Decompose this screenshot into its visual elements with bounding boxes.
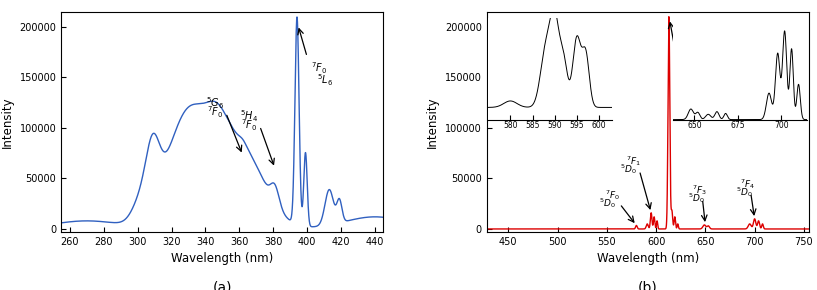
Text: $^7$F$_3$: $^7$F$_3$ [692, 183, 707, 197]
Text: $^5$D$_0$: $^5$D$_0$ [600, 196, 616, 210]
Text: $^5$D$_0$: $^5$D$_0$ [736, 185, 753, 199]
Y-axis label: Intensity: Intensity [426, 96, 440, 148]
Text: $^7$F$_1$: $^7$F$_1$ [626, 154, 641, 168]
X-axis label: Wavelength (nm): Wavelength (nm) [596, 252, 699, 265]
Text: $^7$F$_4$: $^7$F$_4$ [740, 177, 756, 191]
Text: (b): (b) [638, 280, 658, 290]
X-axis label: Wavelength (nm): Wavelength (nm) [172, 252, 274, 265]
Text: $^5$D$_0$: $^5$D$_0$ [620, 162, 637, 176]
Text: $^5$D$_0$: $^5$D$_0$ [688, 191, 705, 205]
Text: $^5$D$_0$: $^5$D$_0$ [676, 71, 694, 85]
Text: $^7$F$_0$: $^7$F$_0$ [208, 104, 224, 120]
Y-axis label: Intensity: Intensity [1, 96, 14, 148]
Text: $^7$F$_2$: $^7$F$_2$ [679, 62, 694, 76]
Text: $^5$G$_6$: $^5$G$_6$ [207, 95, 225, 111]
Text: $^7$F$_0$: $^7$F$_0$ [241, 117, 257, 133]
Text: $^7$F$_0$: $^7$F$_0$ [310, 60, 327, 76]
Text: $^7$F$_0$: $^7$F$_0$ [605, 188, 620, 202]
Text: (a): (a) [212, 280, 232, 290]
Text: $^5$H$_4$: $^5$H$_4$ [240, 108, 259, 124]
Text: $^5$L$_6$: $^5$L$_6$ [317, 72, 333, 88]
